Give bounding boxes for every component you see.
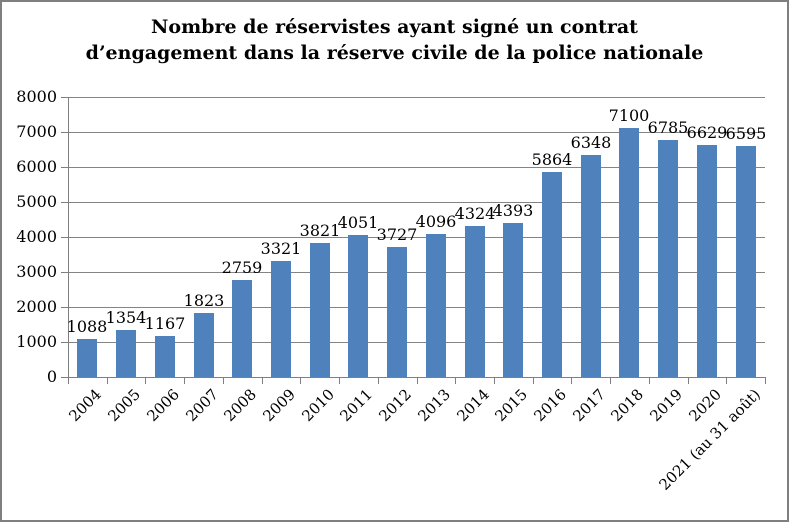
bar-value-label: 3321 (260, 239, 302, 258)
bar (736, 146, 756, 377)
x-axis-tick (145, 377, 147, 384)
y-axis-line (68, 97, 69, 377)
y-axis-tick (61, 342, 68, 343)
bar-value-label: 1088 (66, 317, 108, 336)
x-axis-tick (184, 377, 186, 384)
bar (194, 313, 214, 377)
y-gridline (68, 202, 765, 203)
y-axis-tick (61, 167, 68, 168)
y-axis-tick (61, 202, 68, 203)
bar-value-label: 6348 (570, 133, 612, 152)
x-axis-tick (648, 377, 650, 384)
y-gridline (68, 237, 765, 238)
bar-value-label: 4324 (454, 204, 496, 223)
y-gridline (68, 307, 765, 308)
bar-value-label: 5864 (531, 150, 573, 169)
x-axis-tick (532, 377, 534, 384)
bar (155, 336, 175, 377)
bar (310, 243, 330, 377)
y-axis-tick (61, 307, 68, 308)
chart-title-line1: Nombre de réservistes ayant signé un con… (151, 16, 638, 38)
bar-value-label: 3727 (376, 225, 418, 244)
x-axis-tick (610, 377, 612, 384)
x-axis-tick (106, 377, 108, 384)
y-axis-label: 8000 (16, 87, 57, 106)
bar (232, 280, 252, 377)
bar-value-label: 7100 (608, 106, 650, 125)
y-axis-label: 6000 (16, 157, 57, 176)
y-gridline (68, 167, 765, 168)
bar-value-label: 4051 (337, 213, 379, 232)
bar-value-label: 6785 (647, 118, 689, 137)
bar (465, 226, 485, 377)
bar-value-label: 6595 (725, 124, 767, 143)
x-axis-tick (300, 377, 302, 384)
chart-title: Nombre de réservistes ayant signé un con… (2, 14, 787, 66)
y-axis-tick (61, 377, 68, 378)
bar (697, 145, 717, 377)
y-axis-label: 2000 (16, 297, 57, 316)
bar-value-label: 6629 (686, 123, 728, 142)
x-axis-tick (571, 377, 573, 384)
x-axis-tick (377, 377, 379, 384)
bar-value-label: 1167 (144, 314, 186, 333)
bar (426, 234, 446, 377)
y-gridline (68, 342, 765, 343)
bar-value-label: 4096 (415, 212, 457, 231)
bar (542, 172, 562, 377)
bar-value-label: 4393 (492, 201, 534, 220)
bar-value-label: 1823 (183, 291, 225, 310)
bar (619, 128, 639, 377)
y-axis-tick (61, 237, 68, 238)
x-axis-tick (726, 377, 728, 384)
x-axis-tick (416, 377, 418, 384)
x-axis-tick (68, 377, 69, 384)
bar (77, 339, 97, 377)
x-axis-tick (765, 377, 766, 384)
bar (387, 247, 407, 377)
bar (116, 330, 136, 377)
y-axis-tick (61, 97, 68, 98)
bar-value-label: 3821 (299, 221, 341, 240)
bar (581, 155, 601, 377)
bar-value-label: 2759 (221, 258, 263, 277)
y-axis-label: 7000 (16, 122, 57, 141)
y-axis-label: 3000 (16, 262, 57, 281)
y-gridline (68, 97, 765, 98)
y-axis-tick (61, 132, 68, 133)
y-gridline (68, 132, 765, 133)
x-axis-tick (493, 377, 495, 384)
y-axis-label: 4000 (16, 227, 57, 246)
bar (658, 140, 678, 377)
y-axis-label: 1000 (16, 332, 57, 351)
x-axis-tick (261, 377, 263, 384)
y-axis-label: 0 (46, 367, 57, 386)
chart-title-line2: d’engagement dans la réserve civile de l… (85, 42, 704, 64)
x-axis-tick (687, 377, 689, 384)
y-gridline (68, 272, 765, 273)
y-axis-tick (61, 272, 68, 273)
x-axis-tick (455, 377, 457, 384)
bar-value-label: 1354 (105, 308, 147, 327)
bar (348, 235, 368, 377)
bar (503, 223, 523, 377)
x-axis-tick (222, 377, 224, 384)
x-axis-tick (339, 377, 341, 384)
bar (271, 261, 291, 377)
y-axis-label: 5000 (16, 192, 57, 211)
